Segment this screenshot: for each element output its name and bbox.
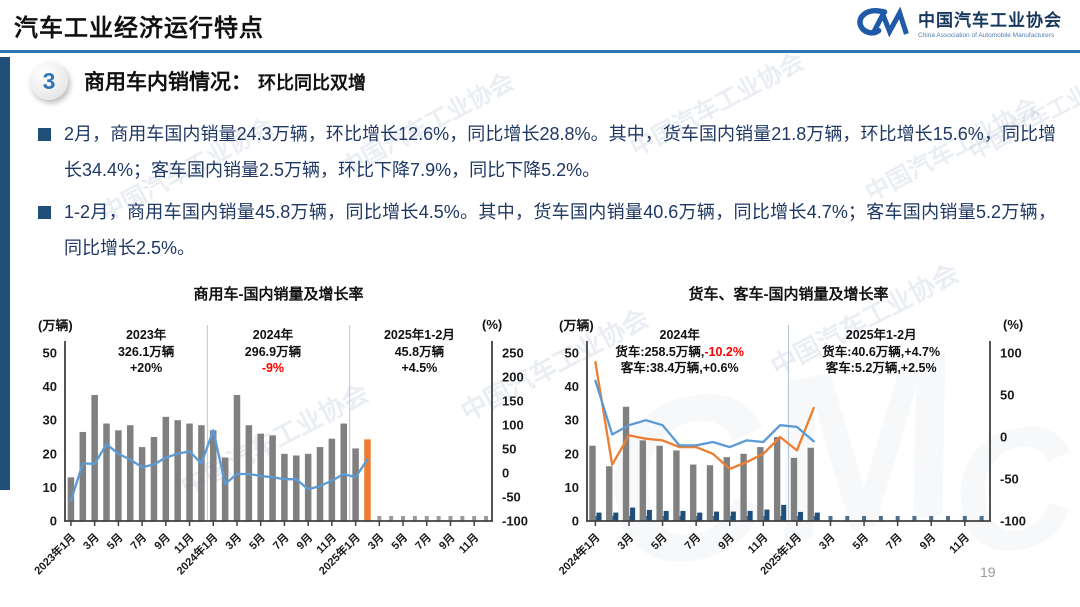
svg-text:50: 50 [502,442,516,457]
left-axis-unit-label: (万辆) [38,318,73,333]
left-accent-stripe [0,57,10,490]
svg-text:11月: 11月 [947,531,972,556]
svg-text:50: 50 [43,346,57,361]
svg-text:3月: 3月 [365,531,386,552]
bullet-text-february: 2月，商用车国内销量24.3万辆，环比增长12.6%，同比增长28.8%。其中，… [64,124,1056,180]
svg-text:0: 0 [572,514,579,529]
svg-text:50: 50 [565,346,579,361]
section-title: 商用车内销情况： 环比同比双增 [84,66,366,96]
svg-text:20: 20 [565,446,579,461]
svg-text:-50: -50 [502,490,521,505]
section-number-badge: 3 [30,62,68,100]
svg-text:7月: 7月 [128,531,149,552]
chart-annotation: 2023年 326.1万辆 +20% [117,328,175,375]
section-heading: 3 商用车内销情况： 环比同比双增 [30,62,366,100]
logo-org-name-en: China Association of Automobile Manufact… [918,32,1055,39]
header: 汽车工业经济运行特点 中国汽车工业协会 China Association of… [0,0,1080,54]
header-divider [0,50,1080,53]
chart-canvas: 50403020100250200150100500-50-1002023年1月… [31,325,528,577]
svg-text:20: 20 [43,446,57,461]
section-title-text: 商用车内销情况： [84,71,252,94]
svg-text:0: 0 [50,514,57,529]
list-item: 2月，商用车国内销量24.3万辆，环比增长12.6%，同比增长28.8%。其中，… [38,116,1056,188]
chart-title: 货车、客车-国内销量及增长率 [688,286,889,303]
page-number: 19 [980,564,996,580]
svg-text:150: 150 [502,394,524,409]
right-axis-unit-label: (%) [1003,317,1024,332]
svg-text:40: 40 [43,379,57,394]
caam-logo: 中国汽车工业协会 China Association of Automobile… [854,6,1062,39]
section-subtitle-text: 环比同比双增 [258,73,366,93]
svg-text:10: 10 [565,480,579,495]
caam-logo-icon [857,6,909,37]
svg-text:0: 0 [502,466,509,481]
svg-text:2023年1月: 2023年1月 [31,530,78,577]
svg-text:10: 10 [43,480,57,495]
svg-text:100: 100 [1000,346,1022,361]
svg-text:7月: 7月 [883,531,904,552]
bullet-square-icon [38,128,51,141]
svg-text:5月: 5月 [247,531,268,552]
svg-text:9月: 9月 [716,531,737,552]
bullet-list: 2月，商用车国内销量24.3万辆，环比增长12.6%，同比增长28.8%。其中，… [38,116,1056,272]
svg-text:0: 0 [1000,430,1007,445]
chart-title: 商用车-国内销量及增长率 [193,286,364,303]
svg-text:7月: 7月 [413,531,434,552]
svg-text:-100: -100 [502,514,528,529]
svg-text:5月: 5月 [104,531,125,552]
svg-text:9月: 9月 [152,531,173,552]
logo-org-name: 中国汽车工业协会 [918,11,1062,30]
svg-text:200: 200 [502,370,524,385]
svg-text:2024年1月: 2024年1月 [555,530,602,577]
svg-text:5月: 5月 [389,531,410,552]
svg-text:3月: 3月 [223,531,244,552]
svg-text:-50: -50 [1000,472,1019,487]
svg-text:30: 30 [565,413,579,428]
svg-text:11月: 11月 [456,531,481,556]
left-axis-unit-label: (万辆) [559,318,594,333]
svg-text:50: 50 [1000,388,1014,403]
svg-text:3月: 3月 [816,531,837,552]
svg-text:100: 100 [502,418,524,433]
bullet-text-jan-feb: 1-2月，商用车国内销量45.8万辆，同比增长4.5%。其中，货车国内销量40.… [64,202,1056,258]
truck-bus-sales-chart: 货车、客车-国内销量及增长率 (万辆) (%) 50 40 30 20 10 0 100 50… [545,283,1075,598]
chart-annotation: 2025年1-2月 45.8万辆 +4.5% [383,328,455,375]
chart-annotation: 2024年 296.9万辆 -9% [244,328,302,375]
svg-text:7月: 7月 [270,531,291,552]
svg-text:3月: 3月 [80,531,101,552]
svg-text:7月: 7月 [682,531,703,552]
svg-text:5月: 5月 [850,531,871,552]
svg-text:3月: 3月 [615,531,636,552]
svg-text:5月: 5月 [648,531,669,552]
svg-text:9月: 9月 [294,531,315,552]
svg-text:250: 250 [502,346,524,361]
svg-text:30: 30 [43,413,57,428]
page-title: 汽车工业经济运行特点 [14,15,264,42]
svg-text:9月: 9月 [436,531,457,552]
right-axis-unit-label: (%) [482,317,503,332]
svg-text:11月: 11月 [745,531,770,556]
bullet-square-icon [38,206,51,219]
commercial-vehicle-sales-chart: 商用车-国内销量及增长率 (万辆) (%) 50 40 30 20 10 0 250 200 1… [30,283,535,598]
svg-text:9月: 9月 [917,531,938,552]
chart-annotation: 2024年 货车:258.5万辆,-10.2% 客车:38.4万辆,+0.6% [615,328,744,375]
list-item: 1-2月，商用车国内销量45.8万辆，同比增长4.5%。其中，货车国内销量40.… [38,194,1056,266]
svg-text:40: 40 [565,379,579,394]
svg-text:-100: -100 [1000,514,1026,529]
chart-annotation: 2025年1-2月 货车:40.6万辆,+4.7% 客车:5.2万辆,+2.5% [822,328,941,375]
